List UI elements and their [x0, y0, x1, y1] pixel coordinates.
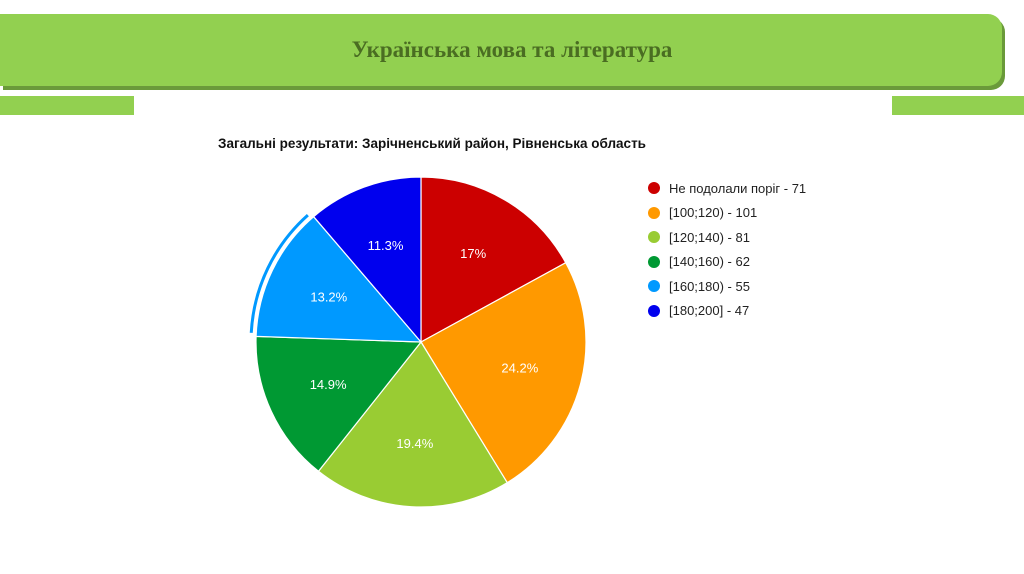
title-band	[0, 14, 1002, 86]
pie-slice-1	[420, 261, 587, 484]
side-bar-left	[0, 96, 134, 115]
chart-title: Загальні результати: Зарічненський район…	[218, 136, 646, 151]
pie-slice-label-3: 14.9%	[310, 377, 347, 392]
legend-item-5: [180;200] - 47	[648, 299, 806, 324]
pie-slice-3	[255, 335, 423, 473]
pie-slice-label-0: 17%	[460, 246, 486, 261]
legend-swatch-0	[648, 182, 660, 195]
slide-title: Українська мова та література	[351, 37, 673, 62]
legend-swatch-5	[648, 304, 660, 317]
side-bar-right	[892, 96, 1024, 115]
pie-slice-label-2: 19.4%	[396, 436, 433, 451]
legend-label-1: [100;120) - 101	[669, 205, 758, 221]
legend-swatch-2	[648, 231, 660, 244]
legend-label-4: [160;180) - 55	[669, 278, 750, 294]
legend-label-0: Не подолали поріг - 71	[669, 180, 807, 196]
legend-label-5: [180;200] - 47	[669, 303, 750, 319]
legend-item-1: [100;120) - 101	[648, 201, 806, 226]
pie-slice-highlight	[249, 213, 309, 333]
legend-label-3: [140;160) - 62	[669, 254, 750, 270]
pie-slice-4	[255, 215, 423, 343]
legend-item-2: [120;140) - 81	[648, 225, 806, 250]
legend-item-3: [140;160) - 62	[648, 250, 806, 275]
pie-slice-0	[420, 176, 567, 344]
pie-slice-label-1: 24.2%	[501, 360, 538, 375]
legend-swatch-1	[648, 206, 660, 219]
legend-swatch-3	[648, 255, 660, 268]
chart-legend: Не подолали поріг - 71 [100;120) - 101 [12…	[648, 176, 806, 323]
pie-slice-label-5: 11.3%	[368, 238, 404, 253]
legend-item-0: Не подолали поріг - 71	[648, 176, 806, 201]
pie-slice-5	[312, 176, 422, 344]
pie-slice-2	[317, 340, 509, 508]
legend-swatch-4	[648, 280, 660, 293]
legend-item-4: [160;180) - 55	[648, 274, 806, 299]
legend-label-2: [120;140) - 81	[669, 229, 750, 245]
pie-slice-label-4: 13.2%	[310, 290, 347, 305]
